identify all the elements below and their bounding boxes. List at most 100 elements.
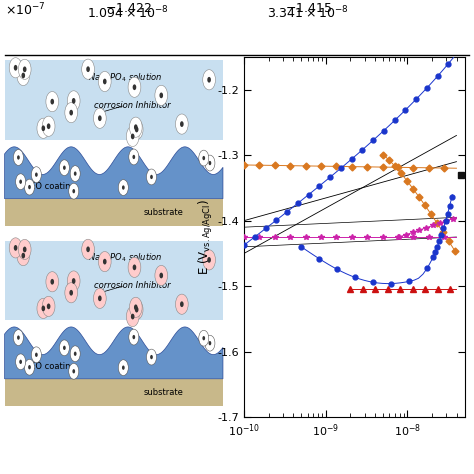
- Circle shape: [14, 245, 18, 251]
- Circle shape: [17, 155, 20, 160]
- Circle shape: [207, 257, 211, 263]
- Circle shape: [98, 115, 101, 121]
- Circle shape: [180, 301, 183, 307]
- Circle shape: [17, 336, 20, 340]
- Circle shape: [205, 155, 215, 171]
- Circle shape: [207, 77, 211, 82]
- Text: corrosion Inhibitor: corrosion Inhibitor: [94, 281, 170, 290]
- Circle shape: [42, 306, 45, 311]
- Circle shape: [25, 179, 35, 195]
- Circle shape: [134, 304, 137, 310]
- Circle shape: [28, 185, 31, 189]
- Circle shape: [155, 85, 168, 105]
- Text: NaH$_2$PO$_4$ solution: NaH$_2$PO$_4$ solution: [88, 72, 163, 84]
- Circle shape: [28, 365, 31, 369]
- Circle shape: [46, 272, 59, 292]
- Circle shape: [159, 273, 163, 278]
- Circle shape: [13, 330, 23, 346]
- Circle shape: [25, 359, 35, 375]
- Circle shape: [47, 303, 50, 309]
- Circle shape: [199, 330, 209, 346]
- Circle shape: [99, 252, 111, 272]
- Circle shape: [202, 156, 205, 160]
- Circle shape: [122, 365, 125, 370]
- Circle shape: [98, 295, 101, 301]
- Circle shape: [82, 239, 94, 259]
- Circle shape: [86, 246, 90, 252]
- Circle shape: [35, 353, 38, 357]
- Circle shape: [35, 173, 38, 177]
- Text: $-1.415$: $-1.415$: [284, 2, 332, 15]
- Circle shape: [132, 155, 135, 159]
- Circle shape: [19, 360, 22, 364]
- Circle shape: [199, 150, 209, 166]
- Circle shape: [129, 149, 139, 165]
- Circle shape: [67, 271, 80, 291]
- Text: corrosion Inhibitor: corrosion Inhibitor: [94, 101, 170, 110]
- Circle shape: [131, 134, 135, 139]
- Circle shape: [67, 91, 80, 111]
- Circle shape: [31, 167, 41, 182]
- Circle shape: [23, 246, 27, 252]
- Circle shape: [203, 250, 216, 270]
- Circle shape: [69, 364, 79, 379]
- Circle shape: [205, 335, 215, 351]
- Circle shape: [202, 336, 205, 340]
- Circle shape: [133, 84, 137, 90]
- Circle shape: [130, 300, 143, 320]
- Text: NaH$_2$PO$_4$ solution: NaH$_2$PO$_4$ solution: [88, 252, 163, 264]
- Polygon shape: [5, 61, 223, 140]
- Circle shape: [18, 239, 31, 260]
- Circle shape: [159, 92, 163, 98]
- Circle shape: [133, 264, 137, 270]
- Circle shape: [17, 246, 30, 266]
- Circle shape: [63, 165, 66, 170]
- Polygon shape: [5, 199, 223, 226]
- Circle shape: [150, 355, 153, 359]
- Circle shape: [73, 369, 75, 374]
- Circle shape: [16, 354, 26, 370]
- Circle shape: [86, 66, 90, 72]
- Circle shape: [146, 169, 156, 185]
- Circle shape: [37, 298, 50, 319]
- Text: PEO coating: PEO coating: [25, 182, 75, 191]
- Circle shape: [118, 180, 128, 195]
- Circle shape: [209, 161, 211, 165]
- Text: substrate: substrate: [144, 208, 184, 217]
- Circle shape: [9, 58, 22, 78]
- Circle shape: [129, 297, 142, 318]
- Circle shape: [9, 238, 22, 258]
- Circle shape: [65, 283, 78, 303]
- Circle shape: [59, 160, 69, 176]
- Circle shape: [103, 79, 107, 84]
- Circle shape: [134, 124, 137, 130]
- Circle shape: [103, 259, 107, 264]
- PathPatch shape: [5, 147, 223, 199]
- Circle shape: [135, 127, 138, 132]
- Circle shape: [47, 123, 50, 129]
- Circle shape: [130, 119, 143, 140]
- Circle shape: [146, 349, 156, 365]
- Circle shape: [135, 307, 138, 312]
- Circle shape: [74, 172, 77, 176]
- Circle shape: [37, 118, 50, 138]
- Circle shape: [70, 346, 80, 362]
- Polygon shape: [5, 379, 223, 406]
- PathPatch shape: [5, 327, 223, 379]
- Text: $-1.422$: $-1.422$: [104, 2, 152, 15]
- Circle shape: [42, 296, 55, 317]
- Circle shape: [126, 127, 139, 146]
- Circle shape: [17, 65, 30, 86]
- Circle shape: [129, 117, 142, 137]
- Circle shape: [42, 116, 55, 137]
- Text: substrate: substrate: [144, 388, 184, 397]
- Circle shape: [203, 70, 216, 90]
- Circle shape: [69, 183, 79, 199]
- Circle shape: [59, 340, 69, 356]
- Circle shape: [93, 288, 106, 309]
- Y-axis label: E (V$_{\mathregular{vs.  Ag/AgCl}}$): E (V$_{\mathregular{vs. Ag/AgCl}}$): [197, 199, 215, 275]
- Circle shape: [23, 66, 27, 72]
- Circle shape: [18, 59, 31, 80]
- Circle shape: [21, 253, 25, 258]
- Text: $3.341 \times 10^{-8}$: $3.341 \times 10^{-8}$: [267, 5, 349, 21]
